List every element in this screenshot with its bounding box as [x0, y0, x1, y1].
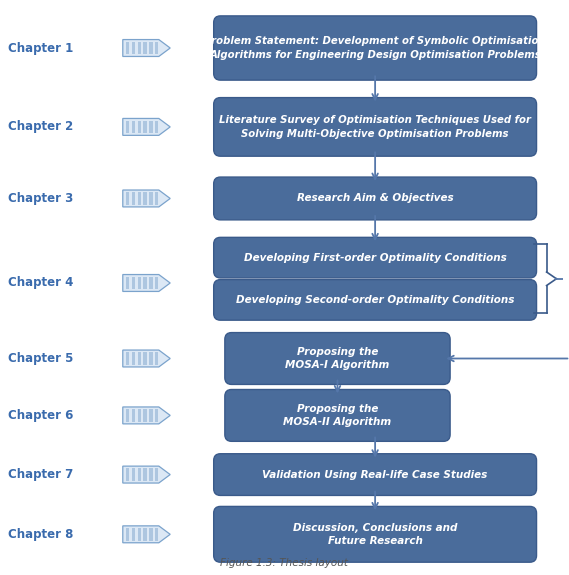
FancyBboxPatch shape [126, 42, 130, 54]
FancyBboxPatch shape [138, 42, 141, 54]
FancyBboxPatch shape [143, 121, 147, 133]
FancyBboxPatch shape [126, 192, 130, 205]
FancyBboxPatch shape [214, 507, 537, 562]
Text: Developing Second-order Optimality Conditions: Developing Second-order Optimality Condi… [236, 295, 514, 305]
FancyBboxPatch shape [149, 469, 152, 481]
Text: Chapter 8: Chapter 8 [9, 528, 74, 541]
FancyBboxPatch shape [132, 409, 135, 421]
FancyBboxPatch shape [149, 528, 152, 540]
FancyBboxPatch shape [214, 237, 537, 278]
Text: Chapter 6: Chapter 6 [9, 409, 74, 422]
FancyBboxPatch shape [126, 528, 130, 540]
Polygon shape [123, 350, 170, 367]
FancyBboxPatch shape [155, 277, 158, 289]
FancyBboxPatch shape [132, 352, 135, 365]
FancyBboxPatch shape [143, 528, 147, 540]
FancyBboxPatch shape [138, 192, 141, 205]
FancyBboxPatch shape [138, 528, 141, 540]
FancyBboxPatch shape [126, 409, 130, 421]
FancyBboxPatch shape [214, 98, 537, 156]
FancyBboxPatch shape [143, 352, 147, 365]
FancyBboxPatch shape [132, 121, 135, 133]
FancyBboxPatch shape [155, 42, 158, 54]
Polygon shape [123, 274, 170, 292]
FancyBboxPatch shape [155, 528, 158, 540]
FancyBboxPatch shape [155, 121, 158, 133]
Text: Validation Using Real-life Case Studies: Validation Using Real-life Case Studies [262, 470, 488, 480]
Text: Developing First-order Optimality Conditions: Developing First-order Optimality Condit… [244, 252, 506, 263]
FancyBboxPatch shape [126, 277, 130, 289]
FancyBboxPatch shape [138, 121, 141, 133]
FancyBboxPatch shape [149, 352, 152, 365]
FancyBboxPatch shape [143, 469, 147, 481]
Text: Chapter 5: Chapter 5 [9, 352, 74, 365]
Text: Chapter 7: Chapter 7 [9, 468, 74, 481]
FancyBboxPatch shape [149, 409, 152, 421]
Text: Figure 1.3: Thesis layout: Figure 1.3: Thesis layout [221, 558, 348, 568]
Polygon shape [123, 407, 170, 424]
Text: Proposing the
MOSA-I Algorithm: Proposing the MOSA-I Algorithm [285, 347, 390, 370]
FancyBboxPatch shape [143, 409, 147, 421]
FancyBboxPatch shape [225, 332, 450, 385]
FancyBboxPatch shape [143, 192, 147, 205]
FancyBboxPatch shape [149, 277, 152, 289]
Text: Proposing the
MOSA-II Algorithm: Proposing the MOSA-II Algorithm [283, 404, 391, 427]
Polygon shape [123, 190, 170, 207]
Polygon shape [123, 526, 170, 543]
FancyBboxPatch shape [225, 389, 450, 442]
FancyBboxPatch shape [132, 528, 135, 540]
FancyBboxPatch shape [149, 42, 152, 54]
FancyBboxPatch shape [126, 121, 130, 133]
Text: Research Aim & Objectives: Research Aim & Objectives [297, 193, 453, 204]
Text: Chapter 1: Chapter 1 [9, 41, 74, 55]
FancyBboxPatch shape [214, 16, 537, 80]
FancyBboxPatch shape [132, 42, 135, 54]
Text: Literature Survey of Optimisation Techniques Used for
Solving Multi-Objective Op: Literature Survey of Optimisation Techni… [219, 116, 531, 139]
FancyBboxPatch shape [138, 277, 141, 289]
Text: Discussion, Conclusions and
Future Research: Discussion, Conclusions and Future Resea… [293, 523, 457, 546]
FancyBboxPatch shape [132, 469, 135, 481]
FancyBboxPatch shape [143, 277, 147, 289]
FancyBboxPatch shape [138, 352, 141, 365]
FancyBboxPatch shape [138, 409, 141, 421]
Text: Problem Statement: Development of Symbolic Optimisation
Algorithms for Engineeri: Problem Statement: Development of Symbol… [204, 36, 546, 60]
FancyBboxPatch shape [132, 192, 135, 205]
Polygon shape [123, 118, 170, 135]
FancyBboxPatch shape [155, 409, 158, 421]
FancyBboxPatch shape [149, 192, 152, 205]
FancyBboxPatch shape [138, 469, 141, 481]
FancyBboxPatch shape [143, 42, 147, 54]
FancyBboxPatch shape [126, 469, 130, 481]
Text: Chapter 2: Chapter 2 [9, 120, 74, 133]
FancyBboxPatch shape [126, 352, 130, 365]
FancyBboxPatch shape [214, 177, 537, 220]
FancyBboxPatch shape [149, 121, 152, 133]
FancyBboxPatch shape [132, 277, 135, 289]
FancyBboxPatch shape [214, 454, 537, 496]
Text: Chapter 4: Chapter 4 [9, 277, 74, 289]
FancyBboxPatch shape [155, 352, 158, 365]
FancyBboxPatch shape [214, 279, 537, 320]
FancyBboxPatch shape [155, 192, 158, 205]
Text: Chapter 3: Chapter 3 [9, 192, 74, 205]
FancyBboxPatch shape [155, 469, 158, 481]
Polygon shape [123, 40, 170, 56]
Polygon shape [123, 466, 170, 483]
